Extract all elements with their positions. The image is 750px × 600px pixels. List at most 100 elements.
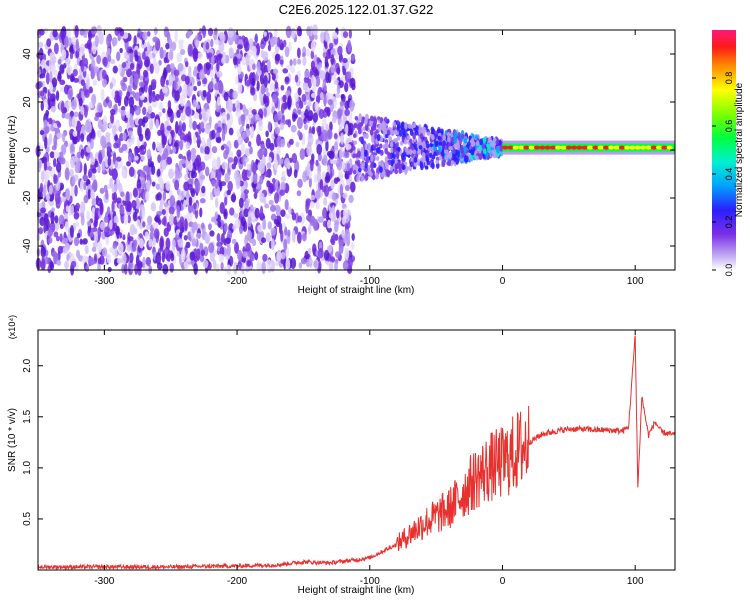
- spectrogram-cell: [284, 76, 290, 83]
- spectrogram-cell: [106, 256, 112, 264]
- spectrogram-cell: [53, 231, 59, 238]
- spectrogram-cell: [272, 68, 279, 75]
- spectrogram-cell: [121, 253, 127, 265]
- colorbar-label: Normalized spectral amplitude: [734, 82, 745, 217]
- spectrogram-cell: [48, 165, 53, 172]
- spectrogram-cell: [174, 121, 179, 134]
- spectrogram-cell: [96, 241, 103, 253]
- spectrogram-cell: [392, 121, 397, 127]
- band-peak: [533, 145, 540, 150]
- spectrogram-cell: [155, 93, 161, 101]
- spectrogram-cell: [142, 116, 149, 124]
- spectrogram-cell: [51, 65, 55, 72]
- spectrogram-cell: [145, 256, 151, 267]
- spectrogram-cell: [195, 154, 202, 168]
- spectrogram-cell: [87, 188, 91, 200]
- spectrogram-cell: [256, 61, 261, 71]
- spectrogram-cell: [112, 242, 118, 250]
- spectrogram-cell: [247, 250, 253, 258]
- spectrogram-cell: [301, 93, 307, 102]
- spectrogram-cell: [178, 232, 183, 238]
- spectrogram-cell: [127, 236, 134, 242]
- spectrogram-cell: [280, 103, 285, 115]
- spectrogram-cell: [75, 49, 80, 59]
- spectrogram-cell: [199, 161, 206, 171]
- spectrogram-cell: [315, 159, 319, 167]
- snr-panel: -300 -200 -100 0 100 0.5 1.0 1.5 2.0 Height of …: [7, 315, 676, 596]
- spectrogram-cell: [41, 58, 46, 69]
- spectrogram-cell: [319, 70, 326, 81]
- spectrogram-cell: [69, 225, 74, 238]
- spectrogram-cell: [174, 30, 178, 43]
- spectrogram-cell: [191, 238, 197, 247]
- spectrogram-cell: [208, 242, 215, 254]
- spectrogram-cell: [76, 232, 81, 239]
- spectrogram-cell: [482, 137, 487, 143]
- spectrogram-cell: [396, 135, 401, 141]
- spectrogram-cell: [369, 129, 374, 136]
- spectrogram-cell: [84, 245, 89, 254]
- spectrogram-cell: [279, 59, 284, 65]
- spectrogram-cell: [394, 169, 399, 175]
- spectrogram-cell: [370, 168, 374, 173]
- spectrogram-cell: [417, 148, 421, 155]
- spectrogram-cell: [245, 53, 250, 63]
- spectrogram-cell: [354, 160, 359, 165]
- spectrogram-cell: [131, 199, 137, 209]
- spectrogram-cell: [83, 163, 87, 176]
- spectrogram-cell: [240, 143, 246, 155]
- spectrogram-cell: [325, 139, 329, 152]
- spectrogram-cell: [83, 106, 88, 118]
- spectrogram-cell: [40, 170, 45, 183]
- spectrogram-cell: [342, 31, 349, 38]
- spectrogram-cell: [55, 162, 62, 173]
- spectrogram-cell: [482, 148, 487, 155]
- spectrogram-cell: [53, 251, 58, 265]
- spectrogram-cell: [179, 94, 186, 107]
- spectrogram-cell: [394, 137, 398, 145]
- spectrogram-cell: [299, 148, 306, 160]
- spectrogram-cell: [180, 48, 186, 55]
- spectrogram-cell: [337, 45, 343, 56]
- spectrogram-cell: [328, 211, 333, 219]
- spectrogram-x-ticks: -300 -200 -100 0 100: [94, 30, 644, 287]
- spectrogram-cell: [341, 216, 347, 225]
- spectrogram-cell: [356, 174, 360, 183]
- spectrogram-cell: [178, 39, 184, 45]
- spectrogram-cell: [479, 138, 483, 146]
- spectrogram-cell: [360, 175, 365, 182]
- spectrogram-cell: [136, 219, 141, 227]
- snr-x-ticks: -300 -200 -100 0 100: [94, 330, 644, 587]
- spectrogram-cell: [190, 188, 196, 198]
- spectrogram-cell: [134, 146, 138, 159]
- spectrogram-cell: [134, 109, 141, 116]
- spectrogram-cell: [76, 93, 82, 99]
- spectrogram-cell: [352, 169, 357, 175]
- spectrogram-cell: [113, 215, 119, 225]
- spectrogram-cell: [426, 131, 431, 136]
- spectrogram-cell: [333, 132, 338, 140]
- spectrogram-cell: [353, 123, 357, 129]
- band-peak: [661, 145, 668, 150]
- spectrogram-cell: [491, 140, 496, 148]
- spectrogram-cell: [193, 262, 198, 275]
- spectrogram-cell: [342, 58, 348, 64]
- spectrogram-cell: [254, 33, 258, 44]
- spectrogram-cell: [186, 149, 192, 162]
- spectrogram-cell: [38, 28, 45, 36]
- spectrogram-cell: [169, 49, 174, 61]
- spectrogram-cell: [250, 125, 255, 137]
- spectrogram-cell: [261, 143, 266, 150]
- spectrogram-cell: [117, 242, 124, 255]
- spectrogram-cell: [352, 145, 356, 151]
- spectrogram-cell: [70, 205, 75, 215]
- spectrogram-cell: [110, 108, 116, 116]
- spectrogram-cell: [199, 207, 203, 218]
- spectrogram-cell: [170, 252, 175, 262]
- spectrogram-cell: [351, 55, 355, 62]
- band-peak: [581, 145, 588, 150]
- spectrogram-cell: [185, 197, 190, 206]
- spectrogram-cell: [121, 168, 127, 178]
- spectrogram-cell: [340, 93, 345, 100]
- spectrogram-cell: [351, 233, 355, 241]
